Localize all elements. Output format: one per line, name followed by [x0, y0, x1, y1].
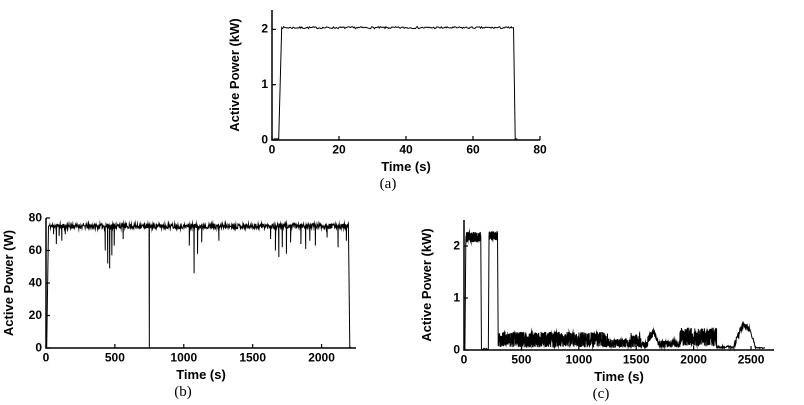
chart-c-caption: (c) [592, 386, 610, 402]
chart-b-canvas [2, 210, 364, 382]
chart-a-canvas [228, 2, 548, 174]
chart-a: (a) [228, 2, 548, 193]
chart-c: (c) [420, 212, 782, 403]
chart-b-caption: (b) [174, 384, 192, 400]
chart-c-canvas [420, 212, 782, 384]
chart-b: (b) [2, 210, 364, 401]
chart-a-caption: (a) [379, 176, 397, 192]
